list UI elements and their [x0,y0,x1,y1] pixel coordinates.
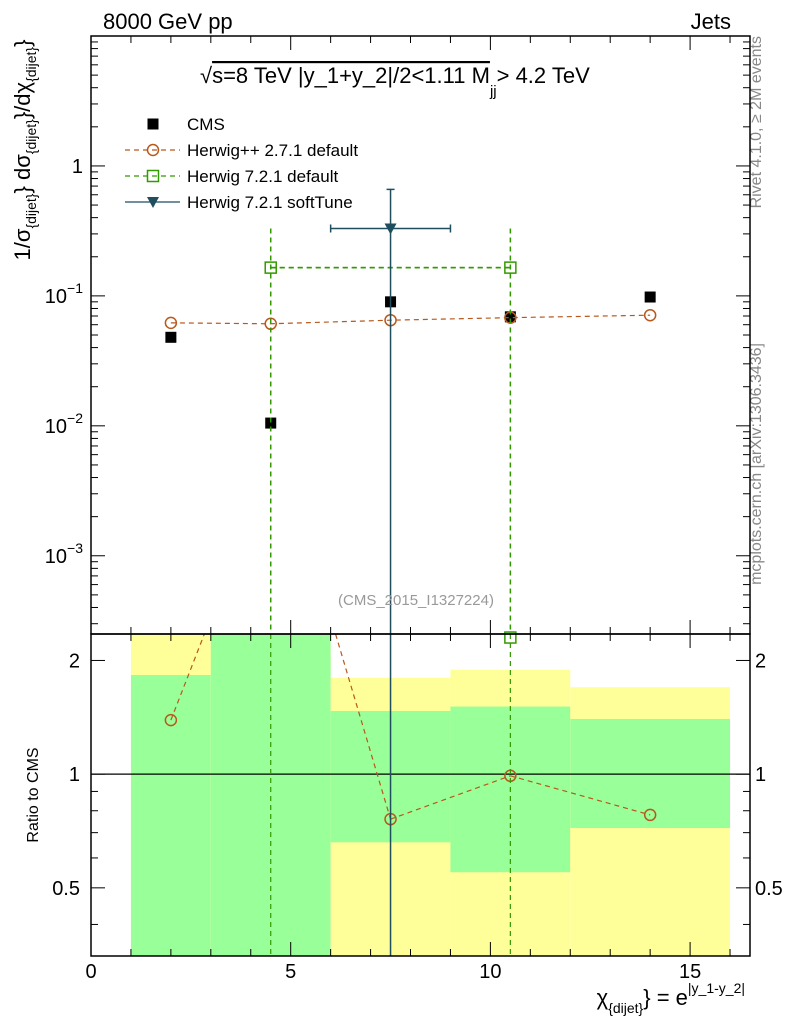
x-ticklabel-2: 10 [479,961,501,983]
series1-point-4 [643,308,657,322]
ratio-plot [91,631,750,956]
legend-marker-0 [147,118,159,130]
y-ticklabel-1: 10−1 [45,280,83,308]
series2-point-1 [504,261,517,274]
x-ticklabel-3: 15 [679,961,701,983]
ratio-y-ticklabel-left-0: 0.5 [52,878,80,900]
legend-label-2: Herwig 7.2.1 default [187,167,338,186]
series0-point-0 [165,331,177,343]
plot-title: √s=8 TeV |y_1+y_2|/2<1.11 Mjj> 4.2 TeV [200,63,590,100]
ratio-y-ticklabel-left-1: 1 [69,764,80,786]
legend-label-3: Herwig 7.2.1 softTune [187,193,353,212]
band-green-4 [570,718,731,829]
title-sqrt: √ [200,63,213,88]
ratio-y-ticklabel-left-2: 2 [69,650,80,672]
band-green-1 [210,634,331,956]
title-sub: jj [489,83,497,100]
ratio-y-ticklabel-right-1: 1 [755,764,766,786]
legend-marker-2 [146,169,160,183]
series2-point-0 [264,261,277,274]
x-ticklabel-1: 5 [285,961,296,983]
header-right: Jets [691,9,731,34]
series1-point-0 [164,316,178,330]
band-green-0 [130,675,211,956]
series0-point-4 [644,291,656,303]
ratio-frame [90,633,751,957]
series3-point-0 [384,223,397,235]
legend: CMS Herwig++ 2.7.1 default Herwig 7.2.1 de… [125,115,358,212]
y-ticklabel-3: 10−3 [45,540,83,568]
y-ticklabel-0: 1 [72,156,83,178]
legend-marker-3 [147,197,159,208]
ratio-herwigpp-point-0 [164,713,178,727]
ratio-y-ticklabel-right-2: 2 [755,650,766,672]
ratio-herwigpp-seg-3 [390,775,511,820]
ratio-y-label: Ratio to CMS [25,747,42,842]
title-pre: s=8 TeV |y_1+y_2|/2<1.11 M [212,63,490,88]
x-ticklabel-0: 0 [85,961,96,983]
watermark: (CMS_2015_I1327224) [338,592,494,609]
title-post: > 4.2 TeV [497,63,590,88]
series1-line [170,314,651,325]
main-plot [164,188,657,634]
series0-point-3 [504,311,516,323]
ratio-y-ticklabel-right-0: 0.5 [755,878,783,900]
ratio-h7default-point-0 [504,631,517,644]
legend-label-0: CMS [187,115,225,134]
ratio-herwigpp-point-5 [643,808,657,822]
ratio-herwigpp-seg-4 [510,775,651,816]
ratio-bands [130,634,731,956]
header-left: 8000 GeV pp [103,9,233,34]
x-axis-label: χ{dijet}} = e|y_1-y_2| [597,980,745,1016]
series0-point-1 [265,417,277,429]
axis-ticks: 0 5 10 15 1 10−1 10−2 10−3 0.5 0.5 1 1 2 2 [45,35,783,983]
rivet-label: Rivet 4.1.0, ≥ 2M events [748,36,765,208]
y-axis-label: 1/σ{dijet}} dσ{dijet}}/dχ{dijet}} [10,40,39,261]
mcplots-label: mcplots.cern.ch [arXiv:1306.3436] [748,343,765,585]
ratio-herwigpp-seg-0 [170,633,205,721]
legend-label-1: Herwig++ 2.7.1 default [187,141,358,160]
y-ticklabel-2: 10−2 [45,410,83,438]
legend-marker-1 [146,143,160,157]
